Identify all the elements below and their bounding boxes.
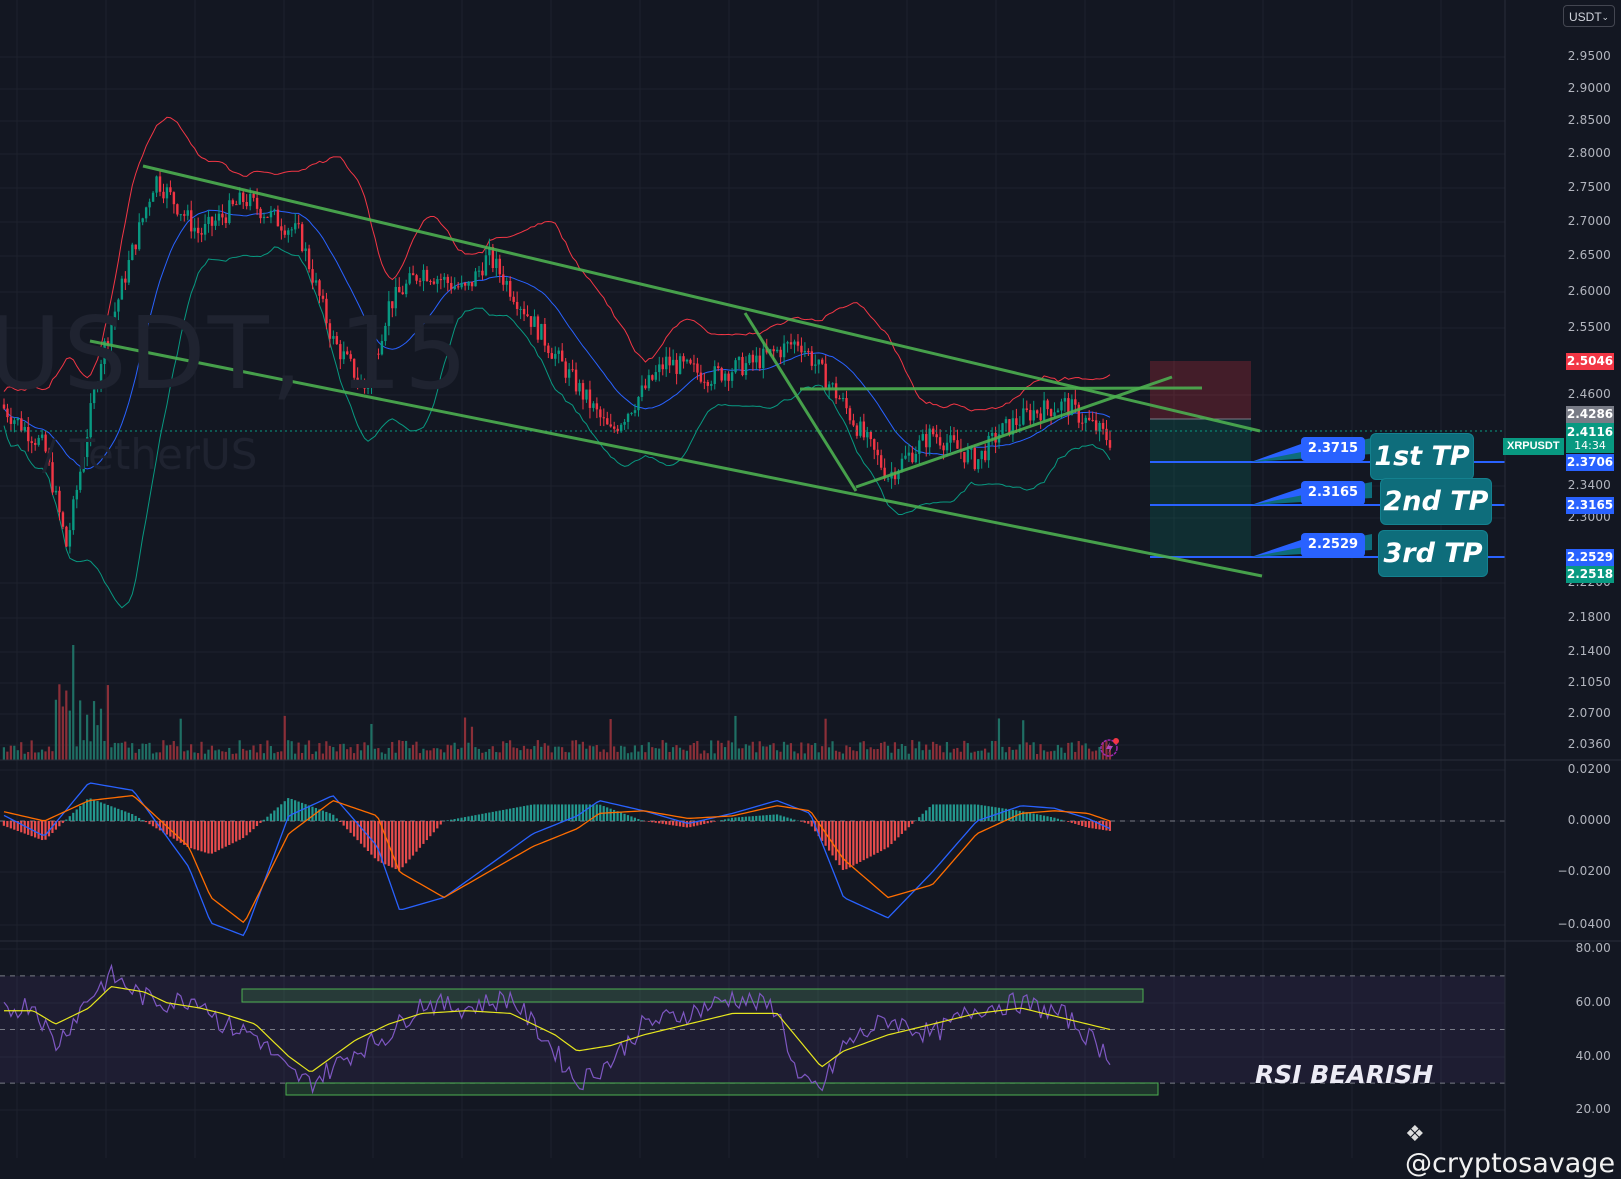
rsi-bearish-annotation: RSI BEARISH <box>1255 1060 1433 1089</box>
entry-price-tag: 2.4286 <box>1566 406 1614 423</box>
price-axis-label: 2.0360 <box>1568 737 1611 751</box>
tp1-callout-price[interactable]: 2.3715 <box>1301 437 1365 461</box>
background-symbol-watermark: USDT, 15 <box>0 295 470 412</box>
rsi-axis-label: 60.00 <box>1576 995 1611 1009</box>
rsi-axis-label: 80.00 <box>1576 941 1611 955</box>
rsi-axis-label: 20.00 <box>1576 1102 1611 1116</box>
currency-label: USDT <box>1569 10 1602 24</box>
macd-axis-label: −0.0400 <box>1558 917 1611 931</box>
binance-logo-icon: ❖ <box>1405 1122 1425 1147</box>
low-price-tag: 2.2518 <box>1566 566 1614 583</box>
tp2-callout[interactable]: 2nd TP <box>1380 478 1492 525</box>
currency-dropdown[interactable]: USDT ⌄ <box>1563 5 1615 27</box>
chevron-down-icon: ⌄ <box>1601 6 1609 28</box>
macd-panel <box>0 783 1505 935</box>
macd-axis-label: 0.0000 <box>1568 813 1611 827</box>
price-axis-label: 2.1400 <box>1568 644 1611 658</box>
price-axis-label: 2.3400 <box>1568 478 1611 492</box>
macd-axis-label: 0.0200 <box>1568 762 1611 776</box>
tp1-callout[interactable]: 1st TP <box>1370 433 1474 480</box>
symbol-tag: XRPUSDT <box>1503 438 1564 455</box>
price-axis-label: 2.9500 <box>1568 49 1611 63</box>
author-handle: @cryptosavage <box>1405 1148 1615 1179</box>
last-price-value: 2.4116 <box>1566 425 1614 439</box>
rsi-axis-label: 40.00 <box>1576 1049 1611 1063</box>
tp2-callout-price[interactable]: 2.3165 <box>1301 481 1365 505</box>
tp2-price-tag: 2.3165 <box>1566 497 1614 514</box>
price-axis-label: 2.7500 <box>1568 180 1611 194</box>
price-axis-label: 2.6500 <box>1568 248 1611 262</box>
macd-axis-label: −0.0200 <box>1558 864 1611 878</box>
price-axis-label: 2.8000 <box>1568 146 1611 160</box>
tp3-callout[interactable]: 3rd TP <box>1378 530 1488 577</box>
price-axis-label: 2.0700 <box>1568 706 1611 720</box>
author-watermark: ❖ @cryptosavage <box>1405 1117 1621 1179</box>
tp3-price-tag: 2.2529 <box>1566 549 1614 566</box>
bar-countdown: 14:34 <box>1566 439 1614 453</box>
volume-bars <box>3 645 1111 760</box>
price-axis-label: 2.1050 <box>1568 675 1611 689</box>
last-price-tag: 2.4116 14:34 <box>1566 423 1614 453</box>
price-axis-label: 2.8500 <box>1568 113 1611 127</box>
price-axis-label: 2.9000 <box>1568 81 1611 95</box>
stop-price-tag: 2.5046 <box>1566 353 1614 370</box>
price-axis-label: 2.5500 <box>1568 320 1611 334</box>
tp1-price-tag: 2.3706 <box>1566 454 1614 471</box>
price-axis-label: 2.6000 <box>1568 284 1611 298</box>
background-quote-watermark: / TetherUS <box>42 430 257 479</box>
price-axis-label: 2.1800 <box>1568 610 1611 624</box>
tp3-callout-price[interactable]: 2.2529 <box>1301 533 1365 557</box>
price-axis-label: 2.4600 <box>1568 387 1611 401</box>
price-axis-label: 2.7000 <box>1568 214 1611 228</box>
